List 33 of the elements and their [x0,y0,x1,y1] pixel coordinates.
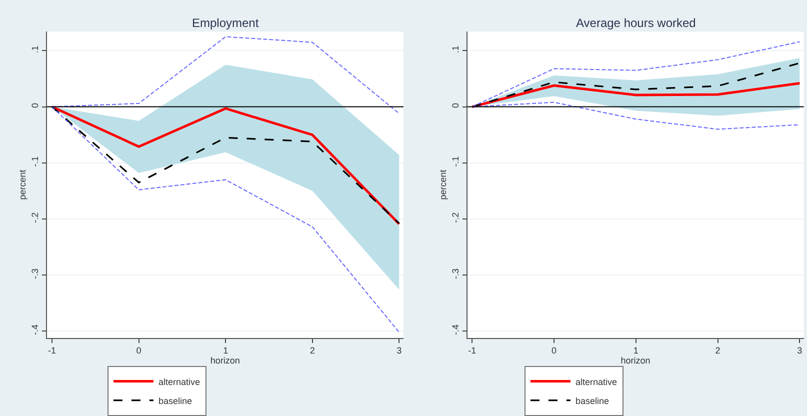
y-tick-label: .1 [450,46,461,54]
line-series [470,82,801,108]
y-tick-label: -.1 [450,156,461,167]
x-axis-title: horizon [620,356,650,366]
y-tick-label: -.3 [450,268,461,279]
x-tick-label: 2 [310,346,315,356]
y-axis-title: percent [18,169,28,200]
x-tick-label: -1 [48,346,56,356]
x-tick-label: 3 [797,346,802,356]
legend-label: alternative [158,376,200,387]
legend-label: alternative [575,376,617,387]
x-tick-label: -1 [468,346,476,356]
y-tick-label: -.3 [30,268,40,279]
y-axis-title: percent [438,169,448,200]
y-tick-label: -.1 [30,156,40,167]
legend-label: baseline [575,396,609,406]
y-tick-label: 0 [30,102,40,108]
chart-title: Average hours worked [576,16,696,30]
x-tick-label: 3 [396,346,402,356]
x-tick-label: 0 [552,346,557,356]
legend-label: baseline [158,396,192,406]
y-tick-label: -.2 [30,212,40,223]
x-tick-label: 2 [715,346,720,356]
chart-title: Employment [192,16,260,30]
y-tick-label: .1 [30,46,40,54]
x-tick-label: 1 [633,346,638,356]
y-tick-label: 0 [450,102,461,108]
y-tick-label: -.2 [450,212,461,223]
x-tick-label: 0 [136,346,142,356]
x-tick-label: 1 [223,346,228,356]
x-axis-title: horizon [210,356,240,366]
y-tick-label: -.4 [30,324,40,336]
y-tick-label: -.4 [450,324,461,336]
